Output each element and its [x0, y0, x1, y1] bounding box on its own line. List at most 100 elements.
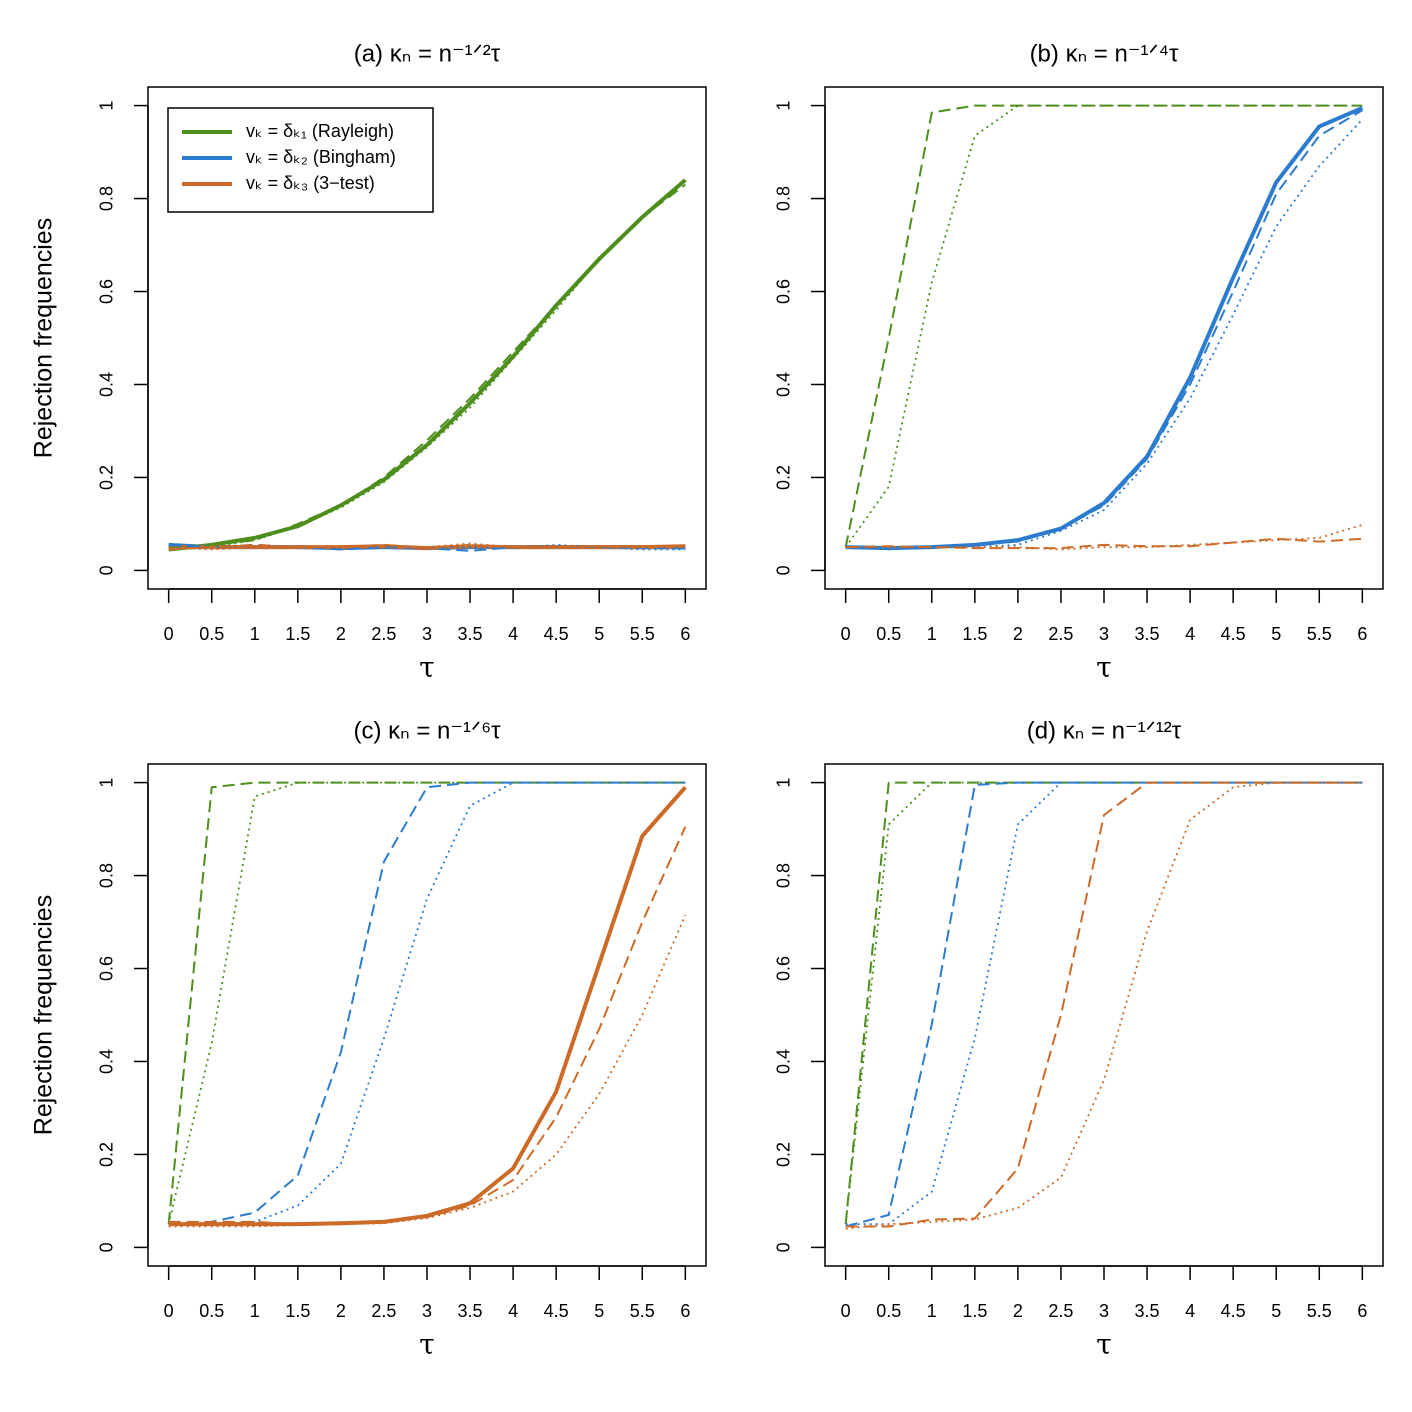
- y-tick-label: 0.2: [97, 1142, 117, 1167]
- y-tick-label: 0: [774, 565, 794, 575]
- plot-box: [824, 763, 1384, 1267]
- x-tick-label: 3.5: [1135, 1301, 1160, 1321]
- series-line: [168, 826, 687, 1226]
- series-line: [845, 109, 1363, 550]
- x-tick-label: 2: [1013, 624, 1023, 644]
- y-axis-label: Rejection frequencies: [30, 895, 58, 1135]
- y-tick-label: 0.2: [97, 465, 117, 490]
- x-tick-label: 5.5: [1307, 624, 1332, 644]
- x-tick-label: 2.5: [371, 624, 396, 644]
- y-tick-label: 0.6: [97, 279, 117, 304]
- y-tick-label: 0.4: [97, 372, 117, 397]
- x-tick-label: 5: [1271, 624, 1281, 644]
- x-tick-label: 2.5: [371, 1301, 396, 1321]
- x-tick-label: 5.5: [630, 624, 655, 644]
- x-tick-label: 0: [164, 624, 174, 644]
- x-tick-label: 5.5: [630, 1301, 655, 1321]
- x-tick-label: 4.5: [544, 1301, 569, 1321]
- series-line: [168, 178, 687, 552]
- x-tick-label: 1.5: [285, 1301, 310, 1321]
- plot-box: [147, 763, 707, 1267]
- y-tick-label: 0: [97, 1242, 117, 1252]
- x-axis-label: τ: [419, 1328, 435, 1361]
- series-line: [844, 781, 1363, 1225]
- x-tick-label: 3: [422, 624, 432, 644]
- series-line: [845, 781, 1363, 1230]
- panel-title: (b) κₙ = n⁻¹ᐟ⁴τ: [1030, 40, 1179, 67]
- y-tick-label: 0.8: [97, 186, 117, 211]
- series-line: [168, 785, 687, 1227]
- series-line: [845, 118, 1363, 551]
- y-tick-label: 0.8: [97, 863, 117, 888]
- panel-title: (c) κₙ = n⁻¹ᐟ⁶τ: [353, 717, 501, 744]
- series-line: [845, 106, 1364, 551]
- y-tick-label: 1: [97, 101, 117, 111]
- x-tick-label: 2.5: [1048, 624, 1073, 644]
- series-line: [168, 543, 686, 551]
- series-line: [168, 183, 686, 549]
- y-axis-label: Rejection frequencies: [30, 218, 58, 458]
- x-tick-label: 2: [1013, 1301, 1023, 1321]
- x-tick-label: 0: [164, 1301, 174, 1321]
- x-tick-label: 6: [680, 624, 690, 644]
- x-tick-label: 3.5: [1135, 624, 1160, 644]
- x-tick-label: 5: [594, 624, 604, 644]
- series-line: [168, 542, 686, 551]
- x-tick-label: 2: [336, 1301, 346, 1321]
- x-axis-label: τ: [419, 651, 435, 684]
- legend-label: vₖ = δₖ₂ (Bingham): [246, 147, 396, 167]
- series-line: [168, 179, 686, 549]
- legend-label: vₖ = δₖ₁ (Rayleigh): [246, 121, 394, 141]
- x-tick-label: 0.5: [876, 1301, 901, 1321]
- x-tick-label: 0.5: [199, 624, 224, 644]
- y-tick-label: 0.2: [774, 465, 794, 490]
- x-tick-label: 1: [250, 624, 260, 644]
- x-axis-label: τ: [1096, 1328, 1112, 1361]
- y-tick-label: 0.8: [774, 186, 794, 211]
- y-tick-label: 0.6: [774, 956, 794, 981]
- y-tick-label: 0: [774, 1242, 794, 1252]
- x-tick-label: 4: [508, 624, 518, 644]
- y-tick-label: 1: [97, 778, 117, 788]
- x-tick-label: 1.5: [962, 1301, 987, 1321]
- series-line: [167, 781, 686, 1225]
- x-tick-label: 0.5: [199, 1301, 224, 1321]
- x-tick-label: 1.5: [962, 624, 987, 644]
- y-tick-label: 1: [774, 778, 794, 788]
- series-line: [845, 537, 1363, 550]
- x-tick-label: 6: [1357, 624, 1367, 644]
- series-line: [845, 781, 1363, 1228]
- x-tick-label: 4: [508, 1301, 518, 1321]
- x-tick-label: 5: [594, 1301, 604, 1321]
- panel-title: (a) κₙ = n⁻¹ᐟ²τ: [354, 40, 501, 67]
- x-tick-label: 3: [422, 1301, 432, 1321]
- x-tick-label: 1: [250, 1301, 260, 1321]
- y-tick-label: 0.6: [774, 279, 794, 304]
- y-tick-label: 0.2: [774, 1142, 794, 1167]
- x-tick-label: 1: [927, 1301, 937, 1321]
- x-tick-label: 3: [1099, 1301, 1109, 1321]
- x-tick-label: 0.5: [876, 624, 901, 644]
- y-tick-label: 1: [774, 101, 794, 111]
- x-tick-label: 4.5: [1221, 624, 1246, 644]
- x-tick-label: 2: [336, 624, 346, 644]
- series-line: [168, 914, 687, 1228]
- x-tick-label: 1.5: [285, 624, 310, 644]
- x-tick-label: 4: [1185, 624, 1195, 644]
- x-tick-label: 3.5: [458, 624, 483, 644]
- panel-title: (d) κₙ = n⁻¹ᐟ¹²τ: [1027, 717, 1182, 744]
- x-tick-label: 3.5: [458, 1301, 483, 1321]
- x-tick-label: 4.5: [544, 624, 569, 644]
- legend-label: vₖ = δₖ₃ (3−test): [246, 173, 375, 193]
- x-tick-label: 5.5: [1307, 1301, 1332, 1321]
- plot-box: [824, 86, 1384, 590]
- series-line: [168, 781, 686, 1226]
- series-line: [845, 781, 1363, 1226]
- y-tick-label: 0.4: [97, 1049, 117, 1074]
- x-tick-label: 4: [1185, 1301, 1195, 1321]
- x-axis-label: τ: [1096, 651, 1112, 684]
- x-tick-label: 1: [927, 624, 937, 644]
- series-line: [844, 104, 1363, 548]
- series-line: [844, 104, 1363, 548]
